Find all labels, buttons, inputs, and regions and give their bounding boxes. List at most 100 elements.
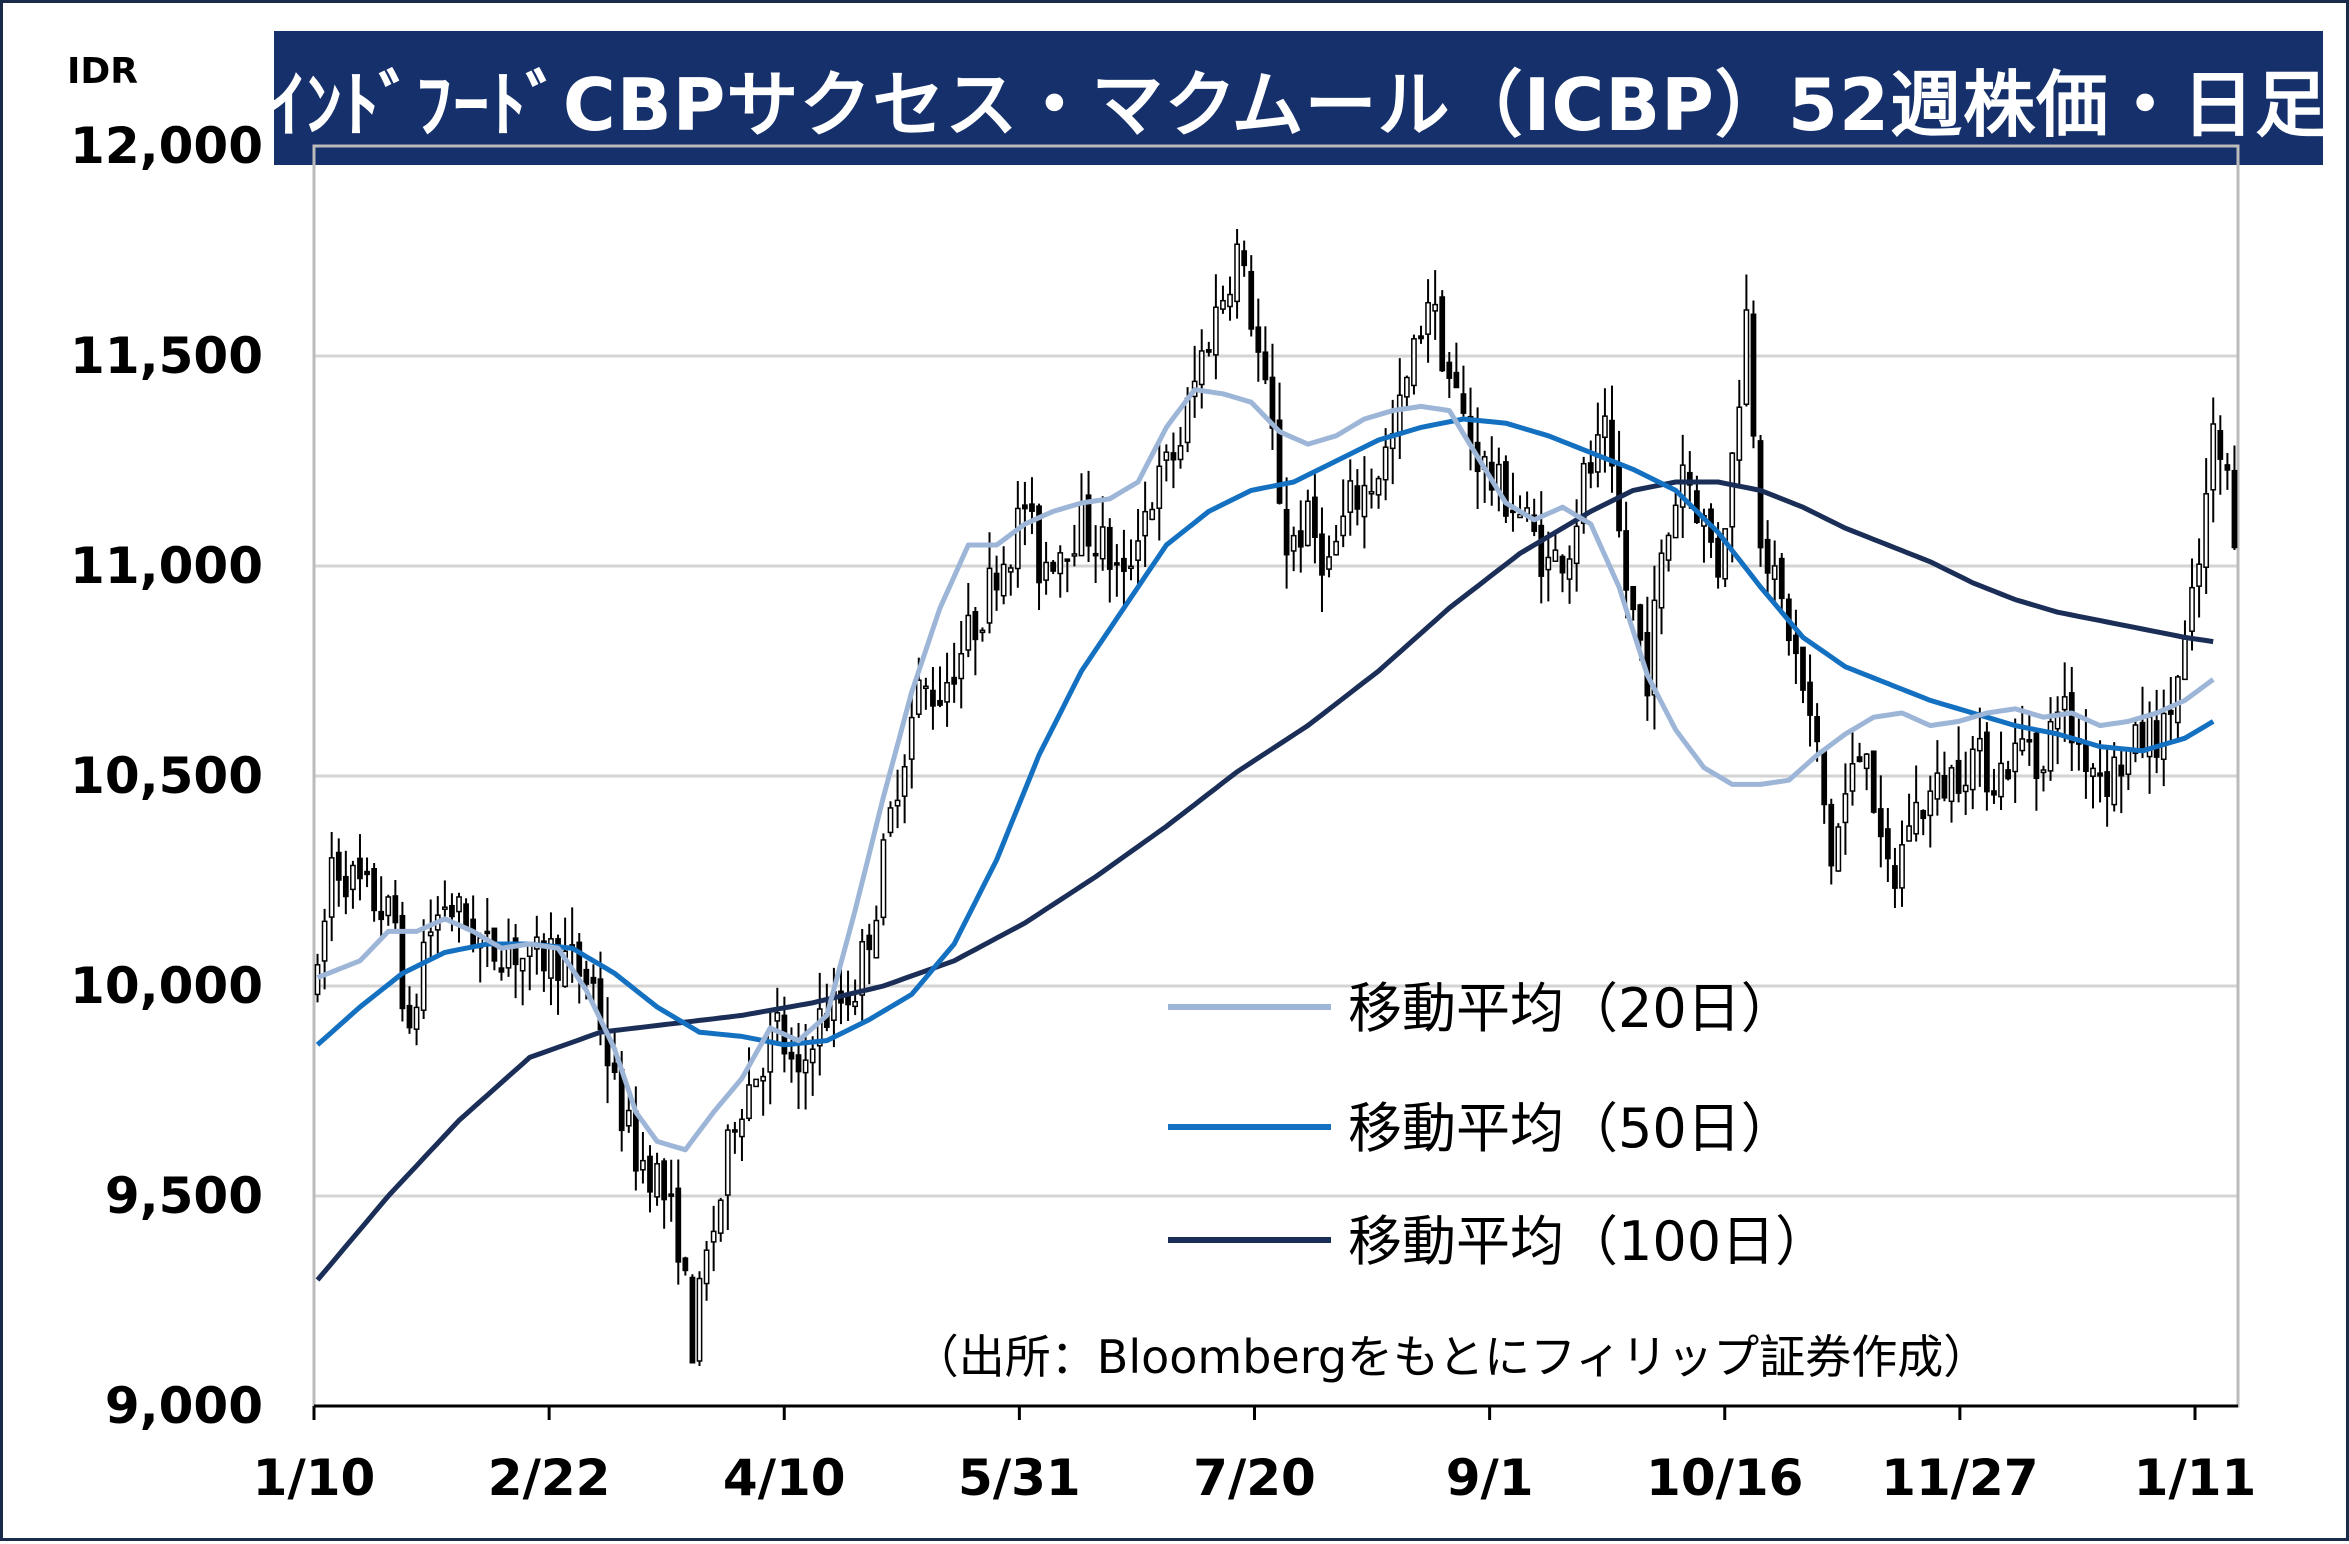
candle-body [1205, 349, 1212, 353]
candle-body [859, 941, 866, 996]
candle-body [1411, 338, 1417, 387]
candle-body [1807, 681, 1813, 716]
candle-body [1552, 549, 1559, 562]
candle-body [1022, 504, 1028, 510]
candle-body [901, 765, 908, 797]
candle-body [449, 904, 455, 918]
candle-body [1991, 790, 1997, 796]
candle-body [1984, 731, 1990, 793]
x-tick-label: 5/31 [958, 1449, 1081, 1507]
candle-body [576, 941, 583, 977]
x-tick-label: 1/10 [253, 1449, 376, 1507]
candle-body [463, 903, 469, 929]
candle-body [1099, 526, 1106, 560]
y-tick-label: 10,500 [70, 747, 263, 805]
candle-body [2139, 721, 2146, 753]
candle-body [1255, 326, 1262, 353]
candle-body [894, 799, 901, 807]
candlestick-chart: 12,000 11,500 11,000 10,500 10,000 9,500 9,000… [70, 117, 2257, 1507]
candle-body [2132, 724, 2139, 755]
candle-body [661, 1160, 668, 1201]
candle-body [1517, 513, 1523, 519]
candle-body [1679, 464, 1686, 508]
x-tick-label: 9/1 [1446, 1449, 1534, 1507]
candle-body [1057, 552, 1064, 575]
candle-body [1078, 502, 1085, 557]
candle-body [993, 572, 1000, 591]
candle-body [1948, 767, 1955, 803]
candle-body [979, 629, 986, 634]
candle-body [668, 1193, 675, 1197]
candle-body [1113, 562, 1120, 566]
candle-body [342, 875, 349, 898]
candle-body [1403, 376, 1410, 398]
candle-body [1453, 371, 1460, 389]
candle-body [1319, 533, 1325, 576]
candle-body [1375, 477, 1382, 496]
ma50-line [315, 416, 2215, 1048]
candle-body [1092, 552, 1099, 557]
candle-body [1170, 452, 1177, 461]
candle-body [2019, 738, 2026, 752]
ma100-line [315, 479, 2214, 1282]
candle-body [2005, 769, 2011, 780]
candle-body [739, 1118, 745, 1138]
candle-body [1793, 634, 1799, 655]
candle-body [724, 1129, 731, 1196]
candle-body [597, 978, 604, 1031]
x-tick-label: 2/22 [488, 1449, 611, 1507]
candle-body [1085, 494, 1092, 547]
candle-body [2231, 469, 2238, 549]
candle-body [880, 839, 887, 919]
candle-body [1955, 759, 1962, 794]
candle-body [682, 1257, 689, 1272]
candle-body [1446, 361, 1453, 379]
legend: 移動平均（20日） 移動平均（50日） 移動平均（100日） [1168, 977, 1829, 1273]
candle-body [795, 1054, 802, 1073]
candle-body [1213, 306, 1219, 356]
candle-body [753, 1078, 759, 1088]
candle-body [512, 937, 519, 966]
candle-body [1234, 243, 1240, 303]
candle-body [1050, 561, 1057, 572]
candle-body [420, 941, 427, 1011]
candle-body [2047, 720, 2054, 772]
candle-body [1418, 335, 1424, 340]
candle-body [717, 1199, 724, 1234]
candle-body [965, 614, 972, 651]
candle-body [1757, 440, 1764, 549]
candle-body [852, 1000, 858, 1008]
candle-body [1297, 530, 1304, 548]
candle-body [760, 1075, 767, 1082]
candle-body [1566, 558, 1573, 580]
candle-body [774, 1012, 781, 1022]
candle-body [2097, 772, 2103, 777]
candle-body [958, 653, 965, 680]
candle-body [845, 995, 851, 1006]
candle-body [1729, 452, 1736, 528]
candle-body [1503, 461, 1509, 517]
candle-body [696, 1277, 703, 1362]
candle-body [2118, 764, 2125, 777]
y-tick-label: 10,000 [70, 957, 263, 1015]
candle-body [335, 851, 342, 881]
x-tick-label: 11/27 [1881, 1449, 2038, 1507]
candle-body [1283, 508, 1290, 556]
candle-body [498, 967, 505, 973]
candle-body [2061, 696, 2068, 711]
candle-body [915, 679, 922, 715]
candle-body [1651, 599, 1658, 696]
candle-body [1071, 553, 1078, 557]
candle-body [2054, 711, 2061, 730]
x-tick-label: 1/11 [2134, 1449, 2257, 1507]
candle-body [710, 1230, 717, 1243]
candle-body [2167, 709, 2174, 715]
candle-body [1460, 393, 1467, 414]
candle-body [1920, 810, 1927, 820]
candle-body [1778, 557, 1785, 600]
legend-label-ma20: 移動平均（20日） [1348, 977, 1795, 1040]
y-tick-label: 9,500 [105, 1167, 263, 1225]
candle-body [1835, 826, 1842, 872]
candle-body [816, 1008, 823, 1047]
